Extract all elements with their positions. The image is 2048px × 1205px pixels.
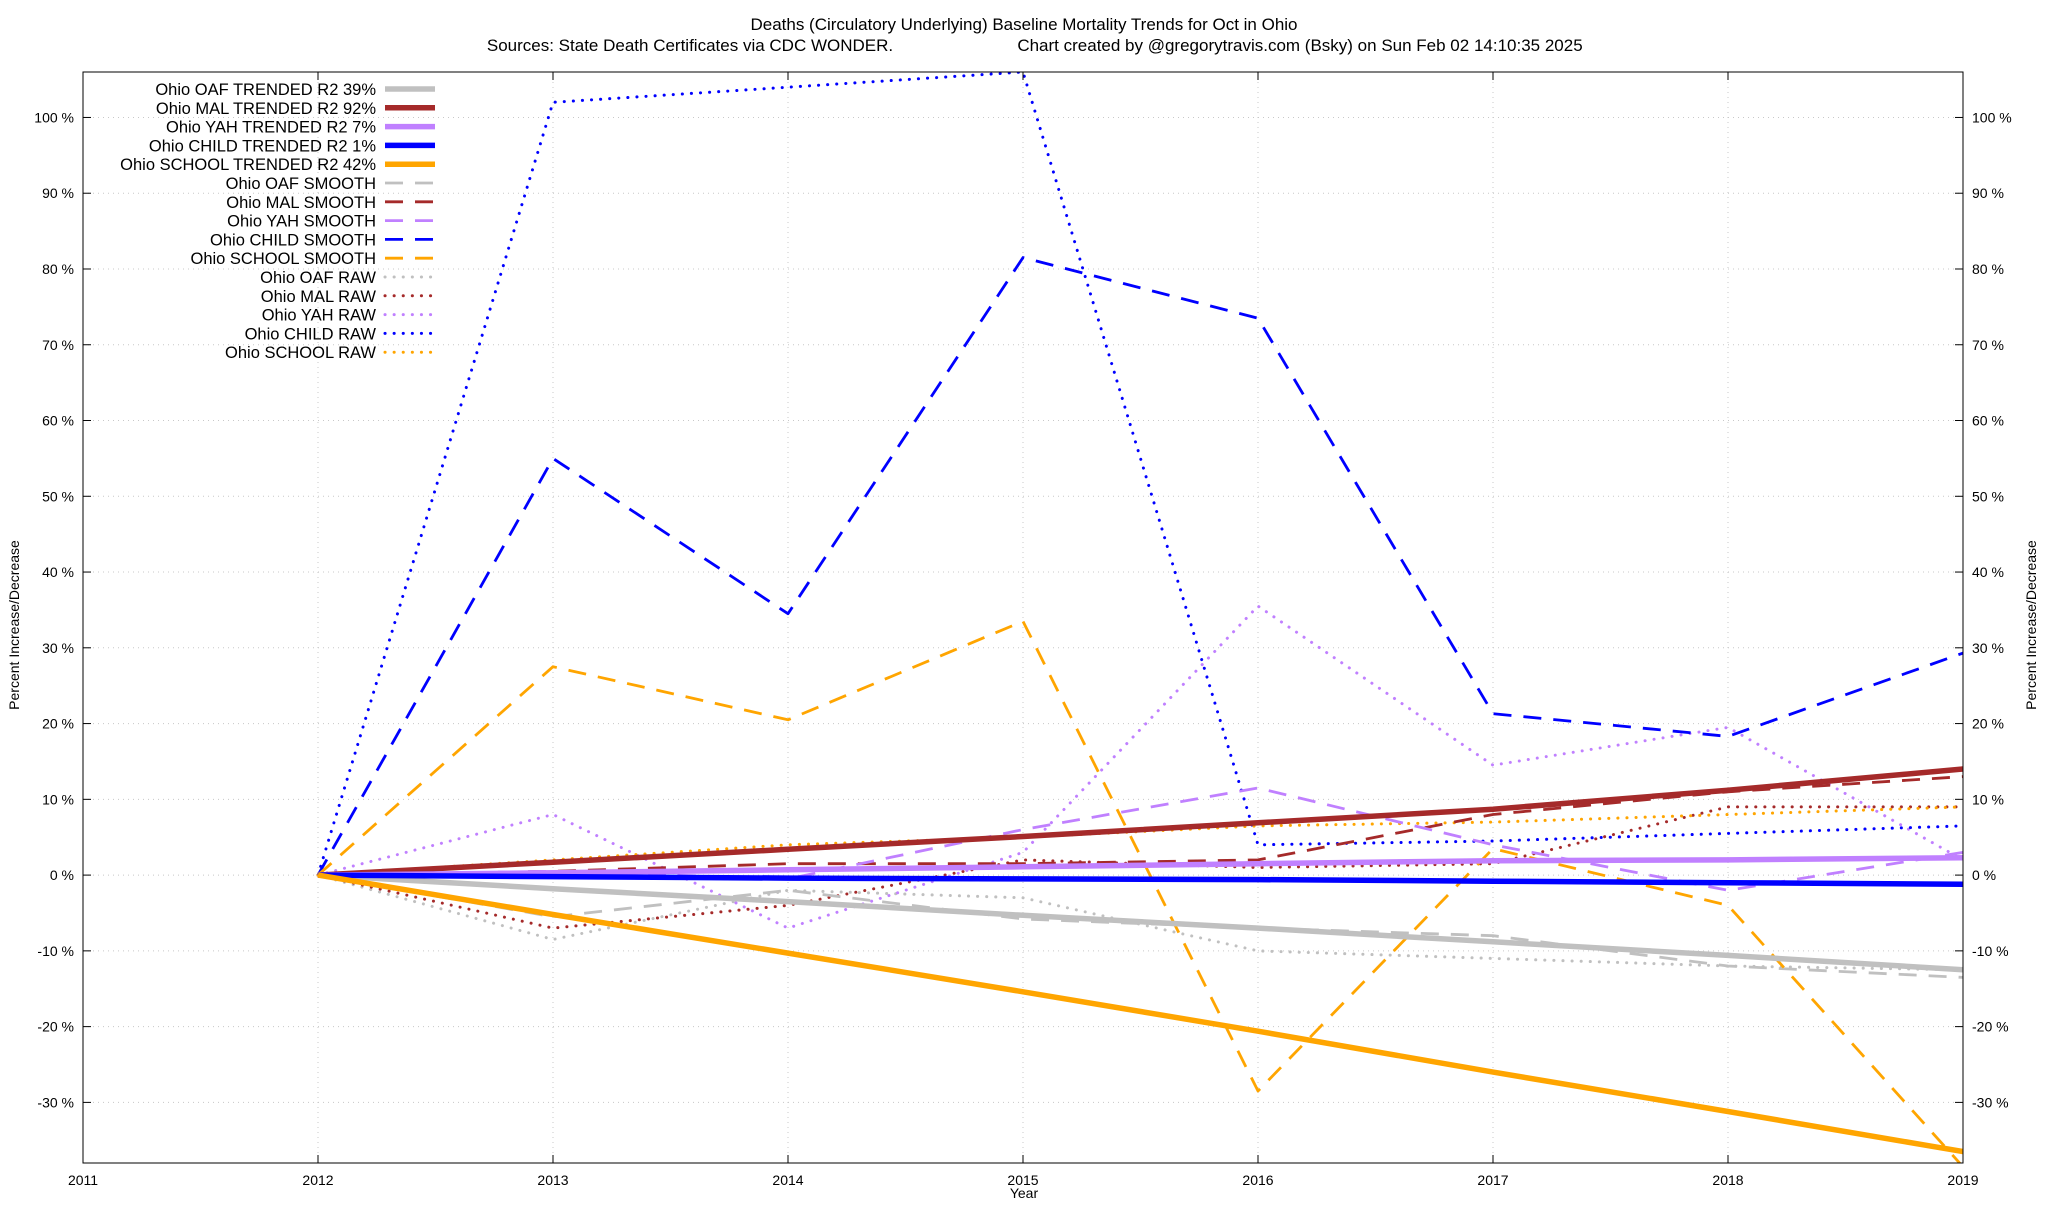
y-tick-label-right: -30 % [1972,1094,2009,1110]
series-line-ohio-mal-trended-r2-92 [317,766,1963,878]
y-tick-label-right: -10 % [1972,943,2009,959]
chart-title: Deaths (Circulatory Underlying) Baseline… [750,15,1297,34]
legend-label-ohio-oaf-smooth: Ohio OAF SMOOTH [226,175,376,193]
y-tick-label-left: -30 % [37,1094,74,1110]
y-tick-label-right: 0 % [1972,867,1996,883]
y-tick-label-left: 90 % [42,185,74,201]
series-line-ohio-child-trended-r2-1 [317,872,1963,887]
gridlines [83,72,1963,1163]
y-tick-label-right: 10 % [1972,791,2004,807]
axis-ticks: 2011 2012 2013 2014 2015 2016 2017 2018 2019 -30 … [34,72,2012,1188]
x-tick-label: 2013 [537,1172,568,1188]
y-tick-label-left: 80 % [42,261,74,277]
series-line-ohio-yah-trended-r2-7 [317,854,1963,878]
y-tick-label-left: 20 % [42,716,74,732]
series-line-ohio-oaf-smooth [317,873,1963,979]
y-tick-label-right: 40 % [1972,564,2004,580]
legend-label-ohio-school-smooth: Ohio SCHOOL SMOOTH [190,250,376,268]
y-tick-label-left: -10 % [37,943,74,959]
x-tick-label: 2015 [1007,1172,1038,1188]
legend-label-ohio-mal-smooth: Ohio MAL SMOOTH [226,194,376,212]
y-axis-label-right: Percent Increase/Decrease [2023,540,2039,710]
x-tick-label: 2012 [302,1172,333,1188]
y-tick-label-right: 60 % [1972,413,2004,429]
y-tick-label-right: 30 % [1972,640,2004,656]
legend-label-ohio-child-trended-r2-1: Ohio CHILD TRENDED R2 1% [149,137,376,155]
series-line-ohio-oaf-raw [316,873,1963,972]
y-tick-label-left: 0 % [50,867,74,883]
y-tick-label-left: 100 % [34,109,74,125]
x-tick-label: 2017 [1477,1172,1508,1188]
x-axis-label: Year [1010,1185,1039,1200]
y-tick-label-right: 50 % [1972,488,2004,504]
y-tick-label-right: 80 % [1972,261,2004,277]
legend-label-ohio-oaf-trended-r2-39: Ohio OAF TRENDED R2 39% [155,81,376,99]
series-line-ohio-child-smooth [316,256,1963,876]
y-tick-label-right: -20 % [1972,1019,2009,1035]
legend-label-ohio-mal-raw: Ohio MAL RAW [261,288,377,306]
y-tick-label-right: 20 % [1972,716,2004,732]
legend-label-ohio-school-raw: Ohio SCHOOL RAW [225,344,376,362]
legend-label-ohio-child-raw: Ohio CHILD RAW [245,325,377,343]
y-tick-label-left: 40 % [42,564,74,580]
x-tick-label: 2014 [772,1172,803,1188]
y-tick-label-left: 70 % [42,337,74,353]
y-tick-label-left: 10 % [42,791,74,807]
series-line-ohio-child-raw [316,72,1963,877]
legend-label-ohio-yah-trended-r2-7: Ohio YAH TRENDED R2 7% [166,119,376,137]
x-tick-label: 2016 [1242,1172,1273,1188]
y-axis-label-left: Percent Increase/Decrease [6,540,22,710]
y-tick-label-left: -20 % [37,1019,74,1035]
legend-label-ohio-mal-trended-r2-92: Ohio MAL TRENDED R2 92% [156,100,376,118]
y-tick-label-right: 70 % [1972,337,2004,353]
series-line-ohio-oaf-trended-r2-39 [317,872,1963,973]
legend-label-ohio-child-smooth: Ohio CHILD SMOOTH [210,231,376,249]
legend: Ohio OAF TRENDED R2 39%Ohio MAL TRENDED … [120,81,437,362]
y-tick-label-left: 30 % [42,640,74,656]
x-tick-label: 2019 [1947,1172,1978,1188]
series-line-ohio-school-smooth [317,619,1962,1163]
y-tick-label-left: 50 % [42,488,74,504]
x-tick-label: 2018 [1712,1172,1743,1188]
legend-label-ohio-oaf-raw: Ohio OAF RAW [260,269,376,287]
chart-credit: Chart created by @gregorytravis.com (Bsk… [1017,36,1582,55]
plot-lines [316,72,1963,1163]
y-tick-label-right: 90 % [1972,185,2004,201]
series-line-ohio-school-trended-r2-42 [317,872,1963,1155]
x-tick-label: 2011 [68,1172,98,1188]
legend-label-ohio-yah-raw: Ohio YAH RAW [262,307,377,325]
legend-label-ohio-yah-smooth: Ohio YAH SMOOTH [227,213,376,231]
y-tick-label-right: 100 % [1972,109,2012,125]
chart-source: Sources: State Death Certificates via CD… [487,36,893,55]
y-tick-label-left: 60 % [42,413,74,429]
legend-label-ohio-school-trended-r2-42: Ohio SCHOOL TRENDED R2 42% [120,156,376,174]
